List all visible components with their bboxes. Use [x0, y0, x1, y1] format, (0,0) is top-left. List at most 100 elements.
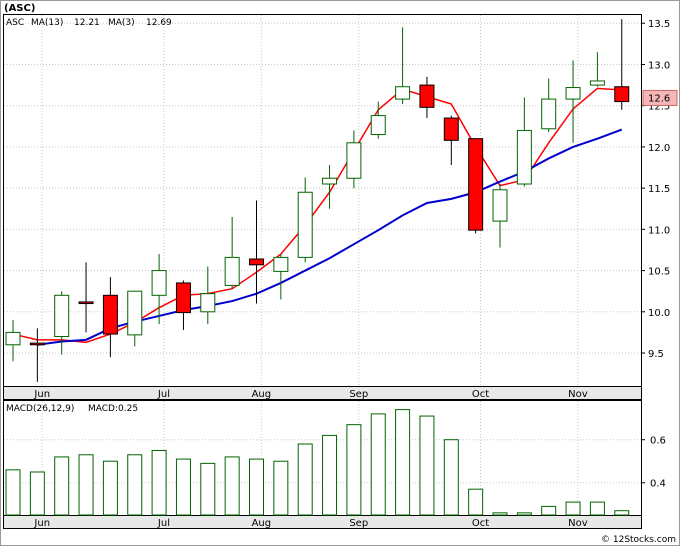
price-xtick-label: Aug — [252, 389, 272, 400]
legend-ma13-value: 12.21 — [74, 18, 100, 28]
macd-label: MACD(26,12,9) — [6, 404, 74, 414]
macd-bar — [395, 409, 411, 516]
macd-xtick-label: Jun — [33, 518, 50, 529]
candle-up — [370, 101, 386, 139]
candle-body — [102, 294, 118, 335]
candle-body — [151, 270, 167, 296]
macd-bar — [614, 510, 630, 516]
candle-down — [78, 262, 94, 333]
candle-up — [224, 216, 240, 289]
price-ytick-label: 11.0 — [648, 225, 670, 236]
candle-body — [200, 293, 216, 313]
watermark: © 12Stocks.com — [601, 535, 676, 545]
macd-bar — [419, 415, 435, 516]
macd-bar — [224, 456, 240, 516]
price-ytick-label: 10.5 — [648, 267, 670, 278]
candle-body — [224, 256, 240, 286]
candle-up — [5, 320, 21, 362]
macd-value-label: MACD:0.25 — [88, 404, 138, 414]
candle-body — [589, 80, 605, 86]
macd-bar — [151, 449, 167, 516]
candle-up — [273, 254, 289, 300]
macd-bar — [370, 413, 386, 516]
price-ytick-label: 13.5 — [648, 19, 670, 30]
ticker-title: (ASC) — [4, 3, 35, 14]
price-grid — [4, 15, 641, 386]
candle-down — [175, 280, 191, 330]
macd-xtick-label: Nov — [568, 518, 588, 529]
price-xtick-label: Jun — [33, 389, 50, 400]
candle-up — [54, 291, 70, 355]
candle-body — [468, 138, 484, 231]
macd-bar — [249, 458, 264, 516]
macd-bar — [54, 456, 70, 516]
candle-up — [297, 177, 313, 263]
macd-bar — [541, 505, 557, 516]
legend-symbol: ASC — [6, 18, 24, 28]
candle-down — [614, 19, 630, 110]
candle-body — [249, 258, 264, 266]
candle-body — [565, 87, 581, 100]
macd-xtick-label: Jul — [157, 518, 170, 529]
candle-body — [175, 282, 191, 314]
macd-xtick-label: Sep — [349, 518, 368, 529]
macd-bar — [468, 488, 484, 516]
macd-bar — [322, 434, 338, 516]
price-x-ticks: Jun Jul Aug Sep Oct Nov — [33, 389, 587, 400]
legend-ma3-label: MA(3) — [108, 18, 135, 28]
macd-bar — [297, 443, 313, 516]
candle-body — [297, 191, 313, 258]
macd-bar — [273, 460, 289, 516]
price-panel-frame — [3, 14, 642, 387]
price-xaxis-strip — [3, 386, 642, 400]
price-xtick-label: Sep — [349, 389, 368, 400]
macd-bar — [5, 469, 21, 516]
macd-bar — [102, 460, 118, 516]
macd-bar — [565, 501, 581, 516]
candle-up — [127, 290, 143, 347]
candle-up — [151, 254, 167, 325]
macd-bar — [29, 471, 45, 516]
macd-bar — [200, 462, 216, 516]
macd-bars — [5, 409, 630, 516]
candle-up — [346, 130, 362, 189]
candle-body — [419, 84, 435, 108]
price-ytick-label: 11.5 — [648, 184, 670, 195]
candle-up — [516, 97, 532, 187]
price-ytick-label: 12.0 — [648, 143, 670, 154]
candle-down — [249, 200, 264, 304]
legend-ma13-label: MA(13) — [31, 18, 63, 28]
macd-xtick-label: Oct — [472, 518, 489, 529]
candle-body — [5, 331, 21, 346]
macd-xtick-label: Aug — [252, 518, 272, 529]
candle-up — [541, 78, 557, 133]
macd-ytick-label: 0.4 — [650, 479, 666, 490]
macd-bar — [127, 454, 143, 516]
candle-body — [29, 342, 45, 346]
last-price-badge-text: 12.6 — [648, 93, 670, 104]
candle-down — [419, 76, 435, 119]
macd-bar — [346, 424, 362, 516]
candle-body — [273, 256, 289, 272]
candle-down — [29, 328, 45, 382]
candle-body — [127, 290, 143, 336]
candle-down — [468, 138, 484, 234]
candle-down — [102, 277, 118, 358]
price-ytick-label: 13.0 — [648, 60, 670, 71]
candle-body — [322, 177, 338, 185]
candles — [5, 19, 630, 382]
candle-body — [541, 98, 557, 130]
candle-body — [78, 301, 94, 305]
macd-bar — [175, 458, 191, 516]
candle-up — [589, 52, 605, 87]
legend-ma3-value: 12.69 — [146, 18, 172, 28]
macd-y-ticks: 0.4 0.6 — [641, 436, 666, 490]
candle-up — [565, 60, 581, 143]
last-price-badge — [642, 89, 678, 106]
candle-body — [346, 142, 362, 179]
macd-xaxis-strip — [3, 515, 642, 529]
candle-up — [200, 266, 216, 325]
price-ytick-label: 10.0 — [648, 308, 670, 319]
macd-x-ticks: Jun Jul Aug Sep Oct Nov — [33, 518, 587, 529]
